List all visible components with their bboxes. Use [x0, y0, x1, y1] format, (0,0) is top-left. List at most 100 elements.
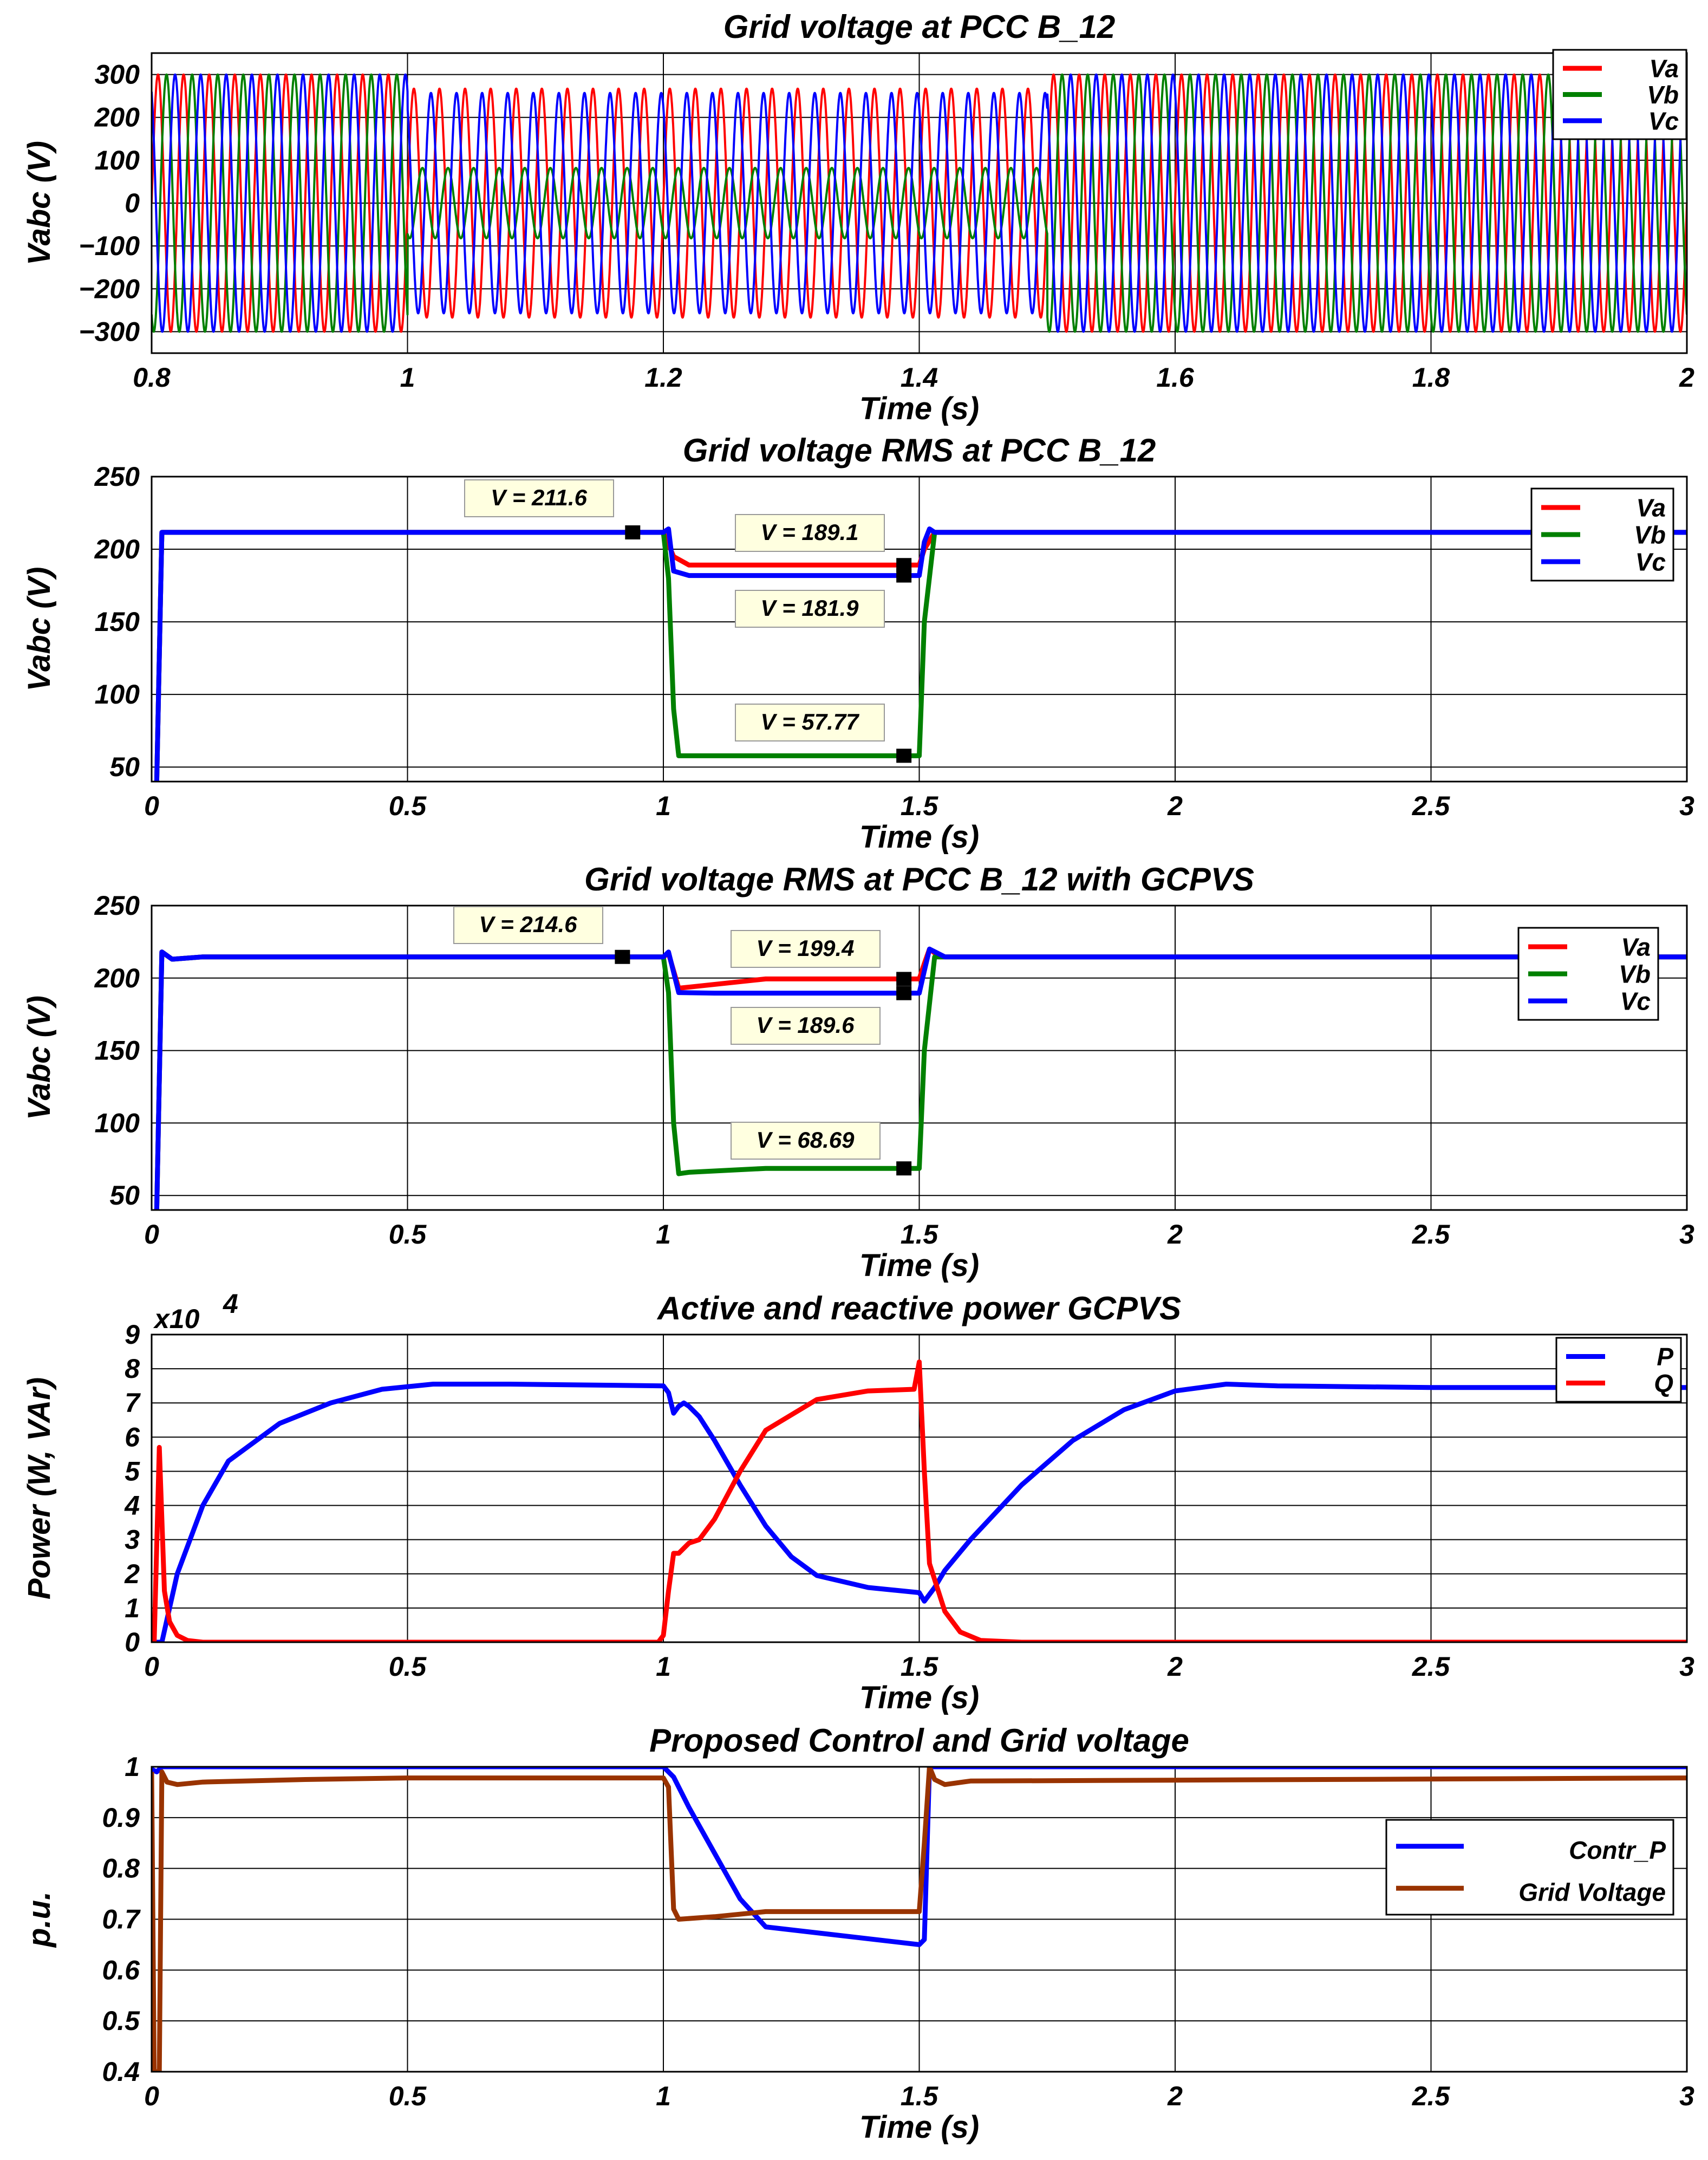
- x-tick-label: 1.6: [1156, 362, 1195, 393]
- x-tick-label: 2.5: [1412, 791, 1451, 821]
- y-tick-label: −200: [79, 274, 140, 304]
- y-tick-label: 0: [125, 1627, 140, 1657]
- y-axis-label: Vabc (V): [22, 567, 57, 692]
- x-tick-label: 0.5: [389, 791, 427, 821]
- legend-label: Vb: [1619, 960, 1651, 988]
- plot-area: [152, 1359, 1687, 1642]
- y-tick-label: 5: [125, 1456, 140, 1486]
- x-tick-label: 1.5: [901, 2081, 939, 2111]
- y-tick-label: 200: [94, 102, 140, 133]
- y-tick-label: 0.8: [102, 1853, 140, 1884]
- y-tick-label: 0.9: [102, 1803, 140, 1833]
- y-tick-label: 0.5: [102, 2006, 140, 2036]
- plot-area: [154, 526, 1687, 782]
- x-tick-label: 2: [1167, 1219, 1183, 1250]
- data-tip-label: V = 189.1: [761, 519, 859, 545]
- x-tick-label: 0: [144, 1219, 159, 1250]
- x-axis-label: Time (s): [859, 1680, 979, 1715]
- legend-label: Va: [1649, 55, 1679, 83]
- x-tick-label: 3: [1679, 2081, 1694, 2111]
- plot-area: [154, 946, 1687, 1210]
- data-tip-label: V = 181.9: [761, 595, 859, 621]
- x-axis-label: Time (s): [859, 1248, 979, 1283]
- y-tick-label: 250: [94, 461, 140, 492]
- x-tick-label: 0.5: [389, 1219, 427, 1250]
- axes-frame: [151, 52, 1688, 354]
- y-axis-label: Vabc (V): [22, 996, 57, 1120]
- y-tick-label: 150: [95, 607, 140, 637]
- y-tick-label: 100: [95, 145, 140, 175]
- legend-label: Contr_P: [1569, 1836, 1666, 1864]
- chart-title: Active and reactive power GCPVS: [656, 1290, 1181, 1326]
- y-tick-label: 100: [95, 679, 140, 710]
- x-axis-label: Time (s): [859, 2110, 979, 2145]
- y-tick-label: 50: [109, 752, 140, 782]
- x-tick-label: 0.8: [133, 362, 171, 393]
- legend-label: Vc: [1648, 107, 1679, 135]
- x-tick-label: 3: [1679, 791, 1694, 821]
- x-axis-label: Time (s): [859, 819, 979, 855]
- x-tick-label: 2: [1679, 362, 1694, 393]
- series-contr_p: [152, 1767, 1687, 1947]
- series-vc: [154, 946, 1687, 1210]
- legend-box: [1555, 1337, 1682, 1403]
- x-tick-label: 1.5: [901, 1219, 939, 1250]
- series-vc: [154, 526, 1687, 782]
- x-tick-label: 2.5: [1412, 2081, 1451, 2111]
- y-tick-label: 200: [94, 534, 140, 564]
- data-tip-label: V = 68.69: [757, 1127, 855, 1153]
- y-tick-label: 0.7: [102, 1904, 141, 1935]
- y-tick-label: 9: [125, 1319, 140, 1350]
- axes-frame: [151, 1333, 1688, 1643]
- scale-label: x10: [153, 1304, 200, 1334]
- series-va: [152, 73, 1687, 333]
- y-tick-label: 1: [125, 1752, 140, 1782]
- x-tick-label: 1: [400, 362, 415, 393]
- data-tip: V = 68.69: [731, 1122, 912, 1176]
- y-tick-label: −100: [79, 231, 140, 261]
- chart-title: Grid voltage RMS at PCC B_12: [683, 432, 1156, 469]
- series-vb: [152, 73, 1687, 333]
- y-tick-label: 150: [95, 1036, 140, 1066]
- y-tick-label: 3: [125, 1525, 140, 1555]
- chart-title: Grid voltage at PCC B_12: [723, 9, 1116, 45]
- x-tick-label: 0: [144, 1651, 159, 1682]
- y-tick-label: 2: [124, 1559, 140, 1589]
- x-tick-label: 1: [656, 2081, 671, 2111]
- scale-exponent: 4: [223, 1289, 238, 1319]
- data-tip: V = 211.6: [464, 479, 641, 539]
- x-tick-label: 2: [1167, 1651, 1183, 1682]
- x-tick-label: 1.5: [901, 791, 939, 821]
- data-tip-box: [735, 590, 885, 628]
- y-tick-label: 200: [94, 963, 140, 993]
- y-tick-label: 4: [124, 1491, 140, 1521]
- data-tip-label: V = 189.6: [757, 1012, 855, 1038]
- data-tip-marker: [625, 525, 641, 539]
- data-tip-marker: [896, 972, 912, 986]
- y-tick-label: 100: [95, 1108, 140, 1138]
- x-tick-label: 1.4: [901, 362, 938, 393]
- axes-frame: [151, 905, 1688, 1211]
- y-tick-label: 50: [109, 1180, 140, 1211]
- data-tip-label: V = 211.6: [491, 485, 588, 510]
- x-tick-label: 1.5: [901, 1651, 939, 1682]
- legend-label: Vb: [1647, 81, 1679, 109]
- y-tick-label: 250: [94, 890, 140, 921]
- data-tip-marker: [896, 749, 912, 763]
- series-grid-voltage: [152, 1767, 1687, 2072]
- data-tip-label: V = 199.4: [757, 935, 855, 961]
- axes-frame: [151, 1766, 1688, 2073]
- legend-label: Vb: [1634, 521, 1666, 549]
- data-tip-box: [731, 1122, 881, 1160]
- legend: PQ: [1555, 1337, 1682, 1403]
- legend-label: Vc: [1620, 987, 1651, 1016]
- y-tick-label: 300: [95, 60, 140, 90]
- data-tip: V = 189.1: [735, 514, 912, 572]
- legend-label: Vc: [1635, 548, 1666, 576]
- plot-area: [152, 1767, 1687, 2072]
- data-tip-marker: [896, 1161, 912, 1176]
- legend-label: Va: [1621, 933, 1651, 961]
- y-tick-label: 6: [125, 1422, 140, 1452]
- x-tick-label: 2: [1167, 791, 1183, 821]
- x-tick-label: 1.2: [644, 362, 682, 393]
